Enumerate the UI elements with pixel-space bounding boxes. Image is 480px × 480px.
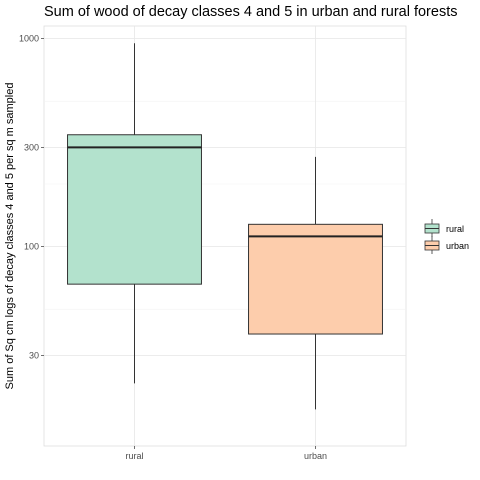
x-axis-ticks: rural urban xyxy=(125,446,327,461)
box-urban xyxy=(248,223,383,335)
x-tick-label: rural xyxy=(125,451,143,461)
boxplots xyxy=(67,43,383,410)
box-rural xyxy=(67,134,202,285)
y-tick-label: 30 xyxy=(29,350,39,360)
y-tick-label: 300 xyxy=(24,142,39,152)
y-axis-ticks: 30 100 300 1000 xyxy=(19,34,44,360)
legend-key-rural xyxy=(424,219,440,237)
legend-label: rural xyxy=(446,224,464,234)
y-axis-label: Sum of Sq cm logs of decay classes 4 and… xyxy=(4,83,16,390)
chart-title: Sum of wood of decay classes 4 and 5 in … xyxy=(44,4,457,20)
y-tick-label: 1000 xyxy=(19,34,39,44)
legend-label: urban xyxy=(446,241,469,251)
x-tick-label: urban xyxy=(304,451,327,461)
y-tick-label: 100 xyxy=(24,242,39,252)
legend: rural urban xyxy=(424,219,469,254)
legend-key-urban xyxy=(424,236,440,254)
